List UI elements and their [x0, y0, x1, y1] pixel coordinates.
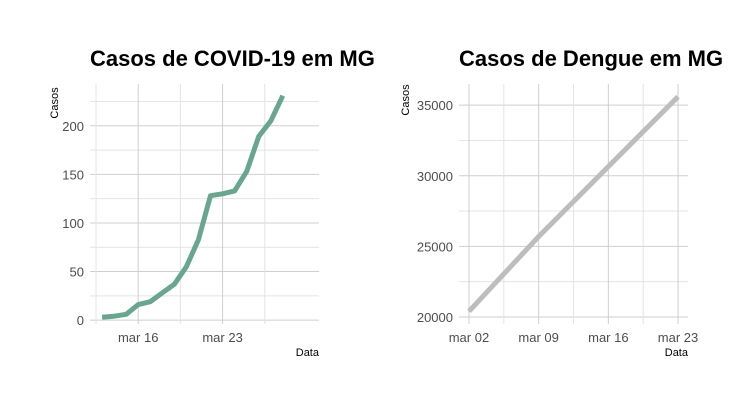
y-tick-label: 25000	[417, 239, 453, 254]
y-tick-label: 30000	[417, 169, 453, 184]
y-tick-label: 35000	[417, 98, 453, 113]
y-tick-label: 150	[62, 167, 84, 182]
y-tick-label: 0	[77, 313, 84, 328]
series-line	[467, 94, 680, 314]
y-tick-label: 200	[62, 119, 84, 134]
y-tick-label: 20000	[417, 310, 453, 325]
x-tick-label: mar 23	[658, 330, 698, 345]
dengue-x-axis-label: Data	[665, 347, 689, 359]
x-tick-label: mar 02	[449, 330, 489, 345]
dengue-gridlines	[459, 84, 688, 324]
dengue-chart-title: Casos de Dengue em MG	[459, 46, 723, 71]
x-tick-label: mar 23	[202, 330, 242, 345]
covid-tick-labels: 0 50 100 150 200 mar 16 mar 23	[62, 119, 243, 345]
covid-panel: Casos de COVID-19 em MG Casos Data 0 50 10…	[49, 46, 375, 359]
dengue-series	[467, 94, 680, 314]
y-tick-label: 50	[70, 265, 84, 280]
series-line	[101, 94, 286, 320]
dengue-panel: Casos de Dengue em MG Casos Data 20000 25…	[400, 46, 723, 359]
dengue-y-axis-label: Casos	[400, 84, 412, 116]
covid-x-axis-label: Data	[296, 347, 320, 359]
x-tick-label: mar 16	[588, 330, 628, 345]
covid-series	[101, 94, 286, 320]
covid-y-axis-label: Casos	[49, 87, 61, 119]
x-tick-label: mar 16	[118, 330, 158, 345]
y-tick-label: 100	[62, 216, 84, 231]
x-tick-label: mar 09	[518, 330, 558, 345]
covid-gridlines	[90, 84, 319, 324]
dengue-tick-labels: 20000 25000 30000 35000 mar 02 mar 09 mar 16 ma…	[417, 98, 698, 345]
covid-chart-title: Casos de COVID-19 em MG	[90, 46, 375, 71]
